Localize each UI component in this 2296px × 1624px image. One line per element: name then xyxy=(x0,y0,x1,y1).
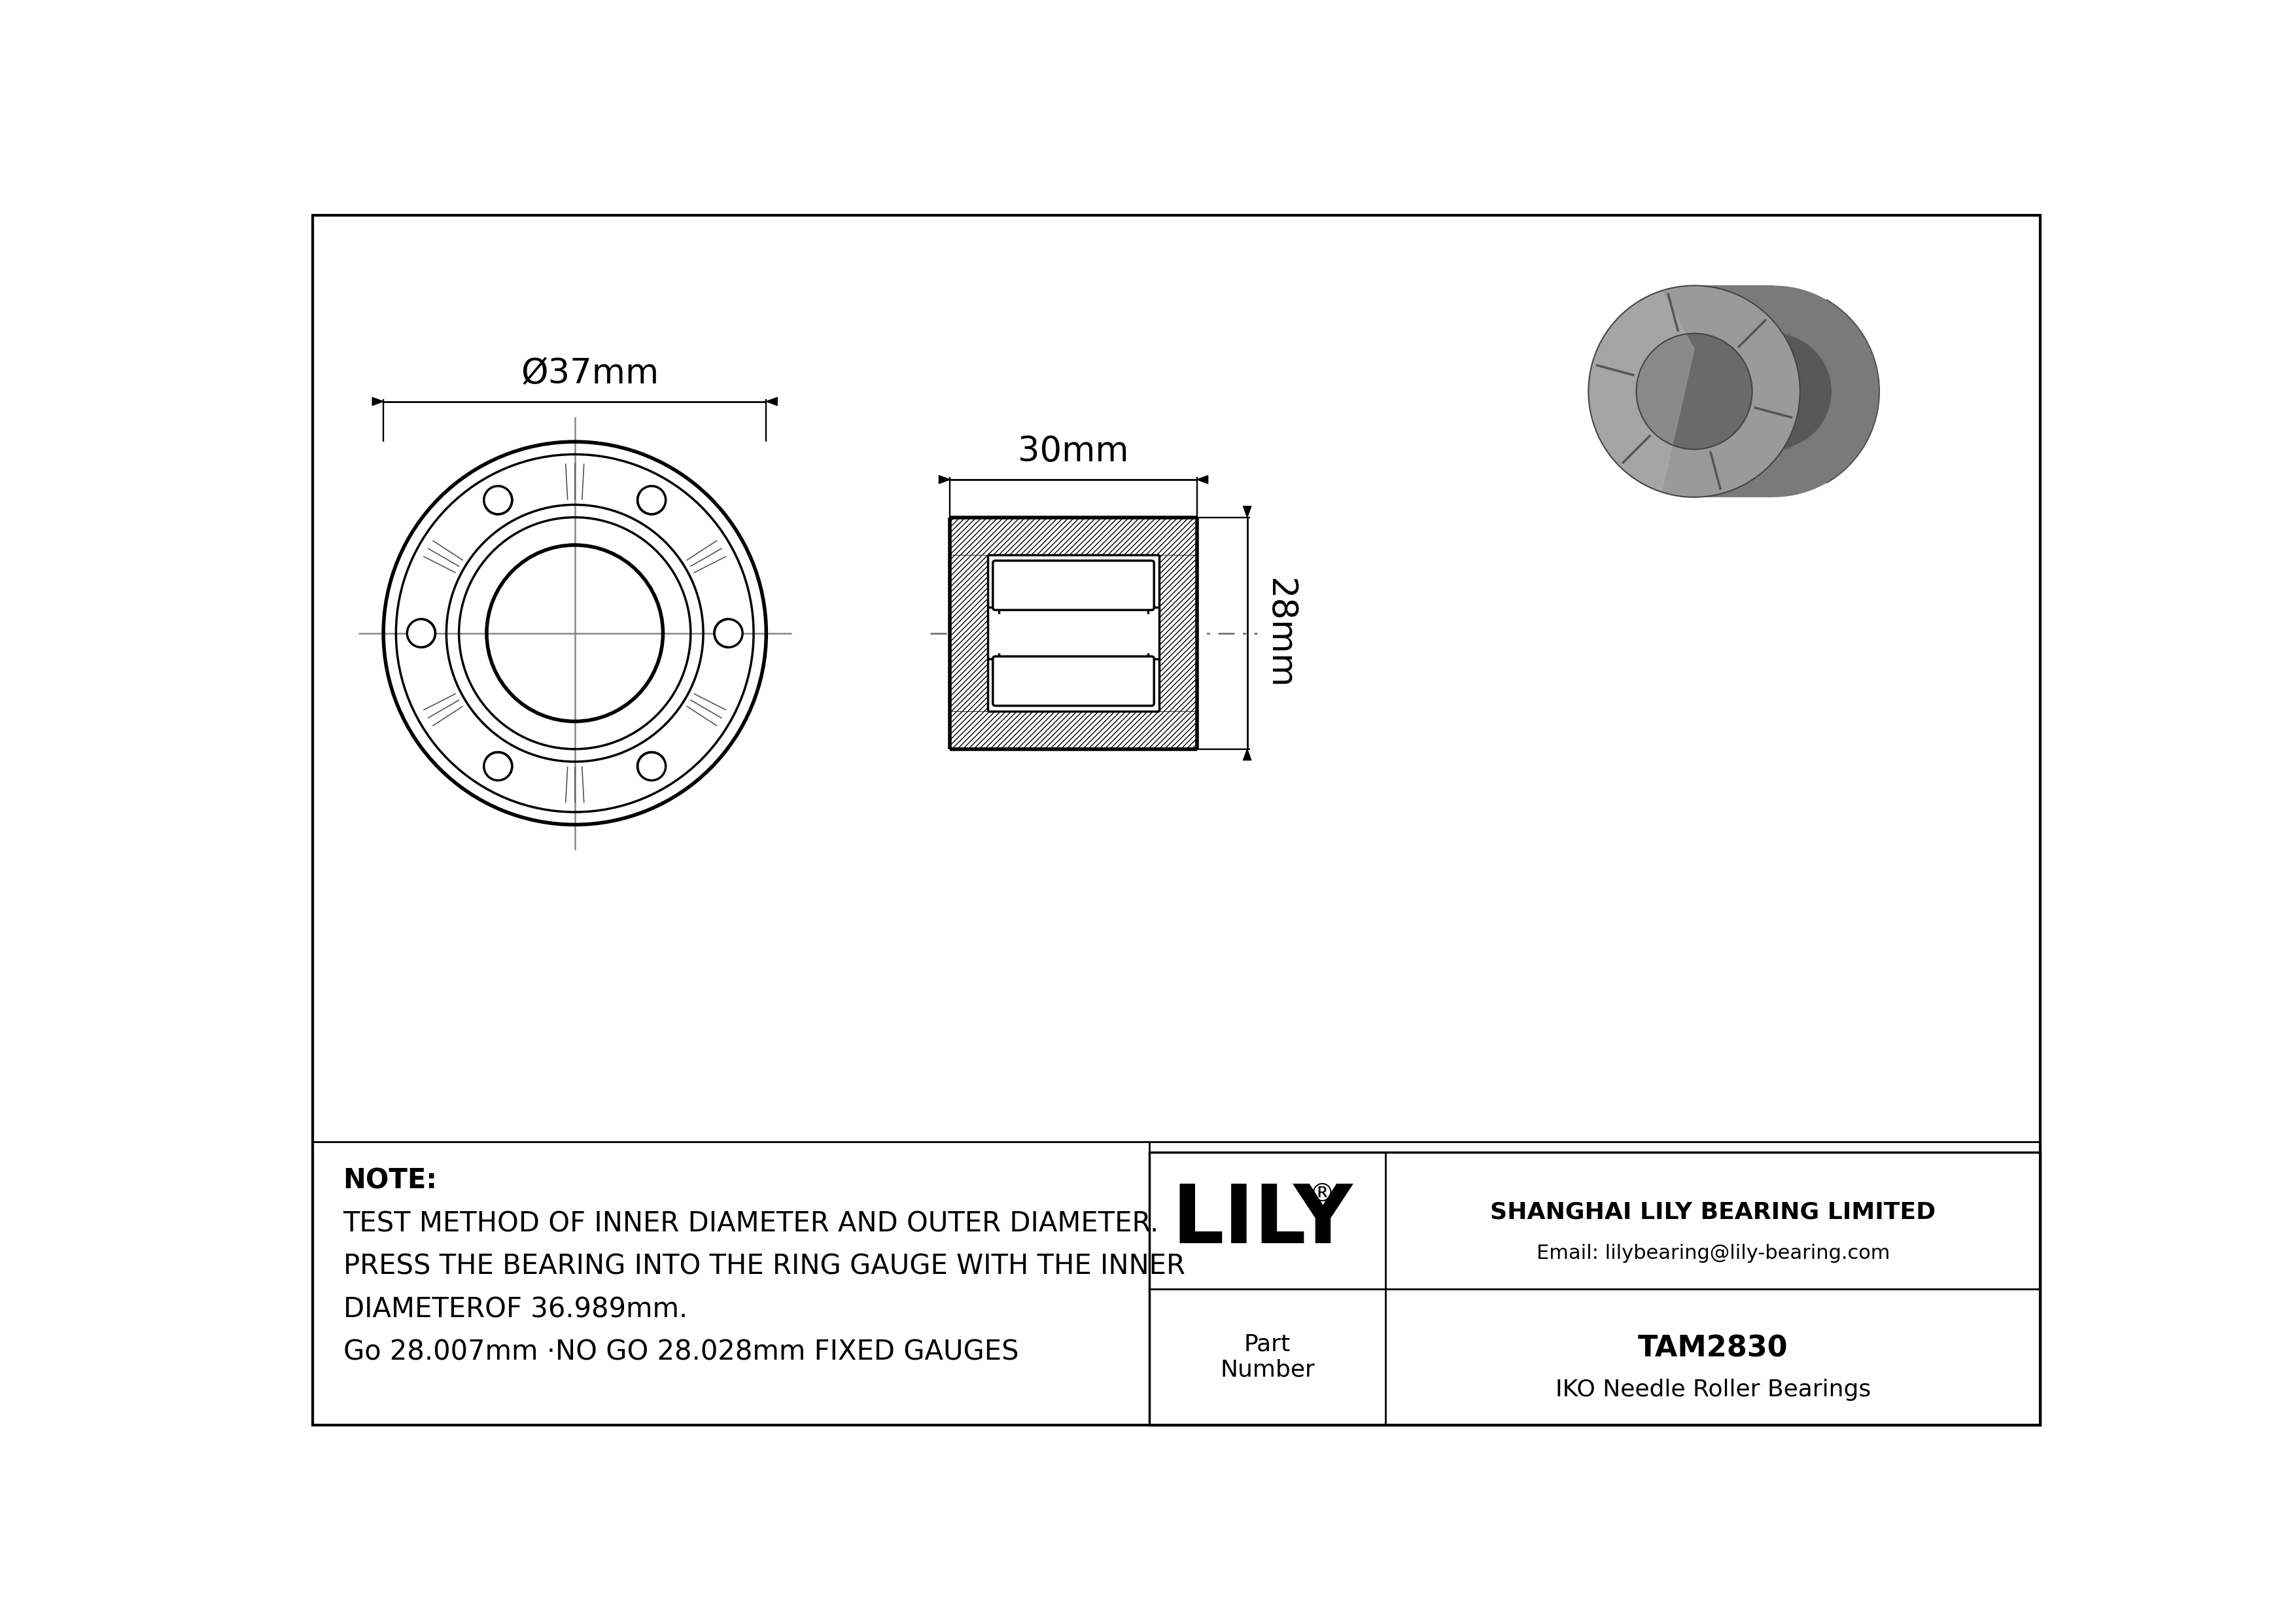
Text: DIAMETEROF 36.989mm.: DIAMETEROF 36.989mm. xyxy=(342,1296,687,1324)
Bar xyxy=(951,711,1196,749)
Polygon shape xyxy=(767,398,778,406)
Text: IKO Needle Roller Bearings: IKO Needle Roller Bearings xyxy=(1554,1379,1871,1402)
Circle shape xyxy=(638,752,666,781)
Bar xyxy=(1694,286,1773,497)
Polygon shape xyxy=(1196,476,1208,484)
Bar xyxy=(1159,555,1196,711)
Text: Email: lilybearing@lily-bearing.com: Email: lilybearing@lily-bearing.com xyxy=(1536,1244,1890,1263)
Text: Part
Number: Part Number xyxy=(1219,1333,1316,1380)
Circle shape xyxy=(1667,286,1880,497)
Text: LILY: LILY xyxy=(1171,1181,1352,1260)
Bar xyxy=(1694,333,1791,450)
Text: 30mm: 30mm xyxy=(1017,435,1130,468)
Polygon shape xyxy=(1242,507,1251,518)
Circle shape xyxy=(1715,333,1832,450)
Bar xyxy=(951,518,1196,749)
Text: Ø37mm: Ø37mm xyxy=(521,356,659,390)
Bar xyxy=(951,555,987,711)
Text: PRESS THE BEARING INTO THE RING GAUGE WITH THE INNER: PRESS THE BEARING INTO THE RING GAUGE WI… xyxy=(342,1252,1185,1280)
Polygon shape xyxy=(1242,749,1251,760)
FancyBboxPatch shape xyxy=(992,656,1155,706)
Polygon shape xyxy=(1589,291,1694,492)
Circle shape xyxy=(406,619,436,648)
Text: Go 28.007mm ·NO GO 28.028mm FIXED GAUGES: Go 28.007mm ·NO GO 28.028mm FIXED GAUGES xyxy=(342,1338,1019,1366)
Bar xyxy=(987,555,1159,711)
Text: SHANGHAI LILY BEARING LIMITED: SHANGHAI LILY BEARING LIMITED xyxy=(1490,1202,1936,1223)
Polygon shape xyxy=(939,476,951,484)
Bar xyxy=(951,518,1196,555)
Text: NOTE:: NOTE: xyxy=(342,1168,436,1195)
Circle shape xyxy=(383,442,767,825)
Text: ®: ® xyxy=(1309,1182,1334,1207)
Circle shape xyxy=(1637,333,1752,450)
FancyBboxPatch shape xyxy=(992,560,1155,611)
Text: 28mm: 28mm xyxy=(1263,578,1297,689)
Circle shape xyxy=(1589,286,1800,497)
Circle shape xyxy=(484,752,512,781)
Text: TAM2830: TAM2830 xyxy=(1637,1335,1789,1363)
Circle shape xyxy=(714,619,742,648)
Circle shape xyxy=(638,486,666,515)
Text: TEST METHOD OF INNER DIAMETER AND OUTER DIAMETER.: TEST METHOD OF INNER DIAMETER AND OUTER … xyxy=(342,1210,1159,1237)
Circle shape xyxy=(484,486,512,515)
Bar xyxy=(1148,1151,2041,1426)
Polygon shape xyxy=(372,398,383,406)
